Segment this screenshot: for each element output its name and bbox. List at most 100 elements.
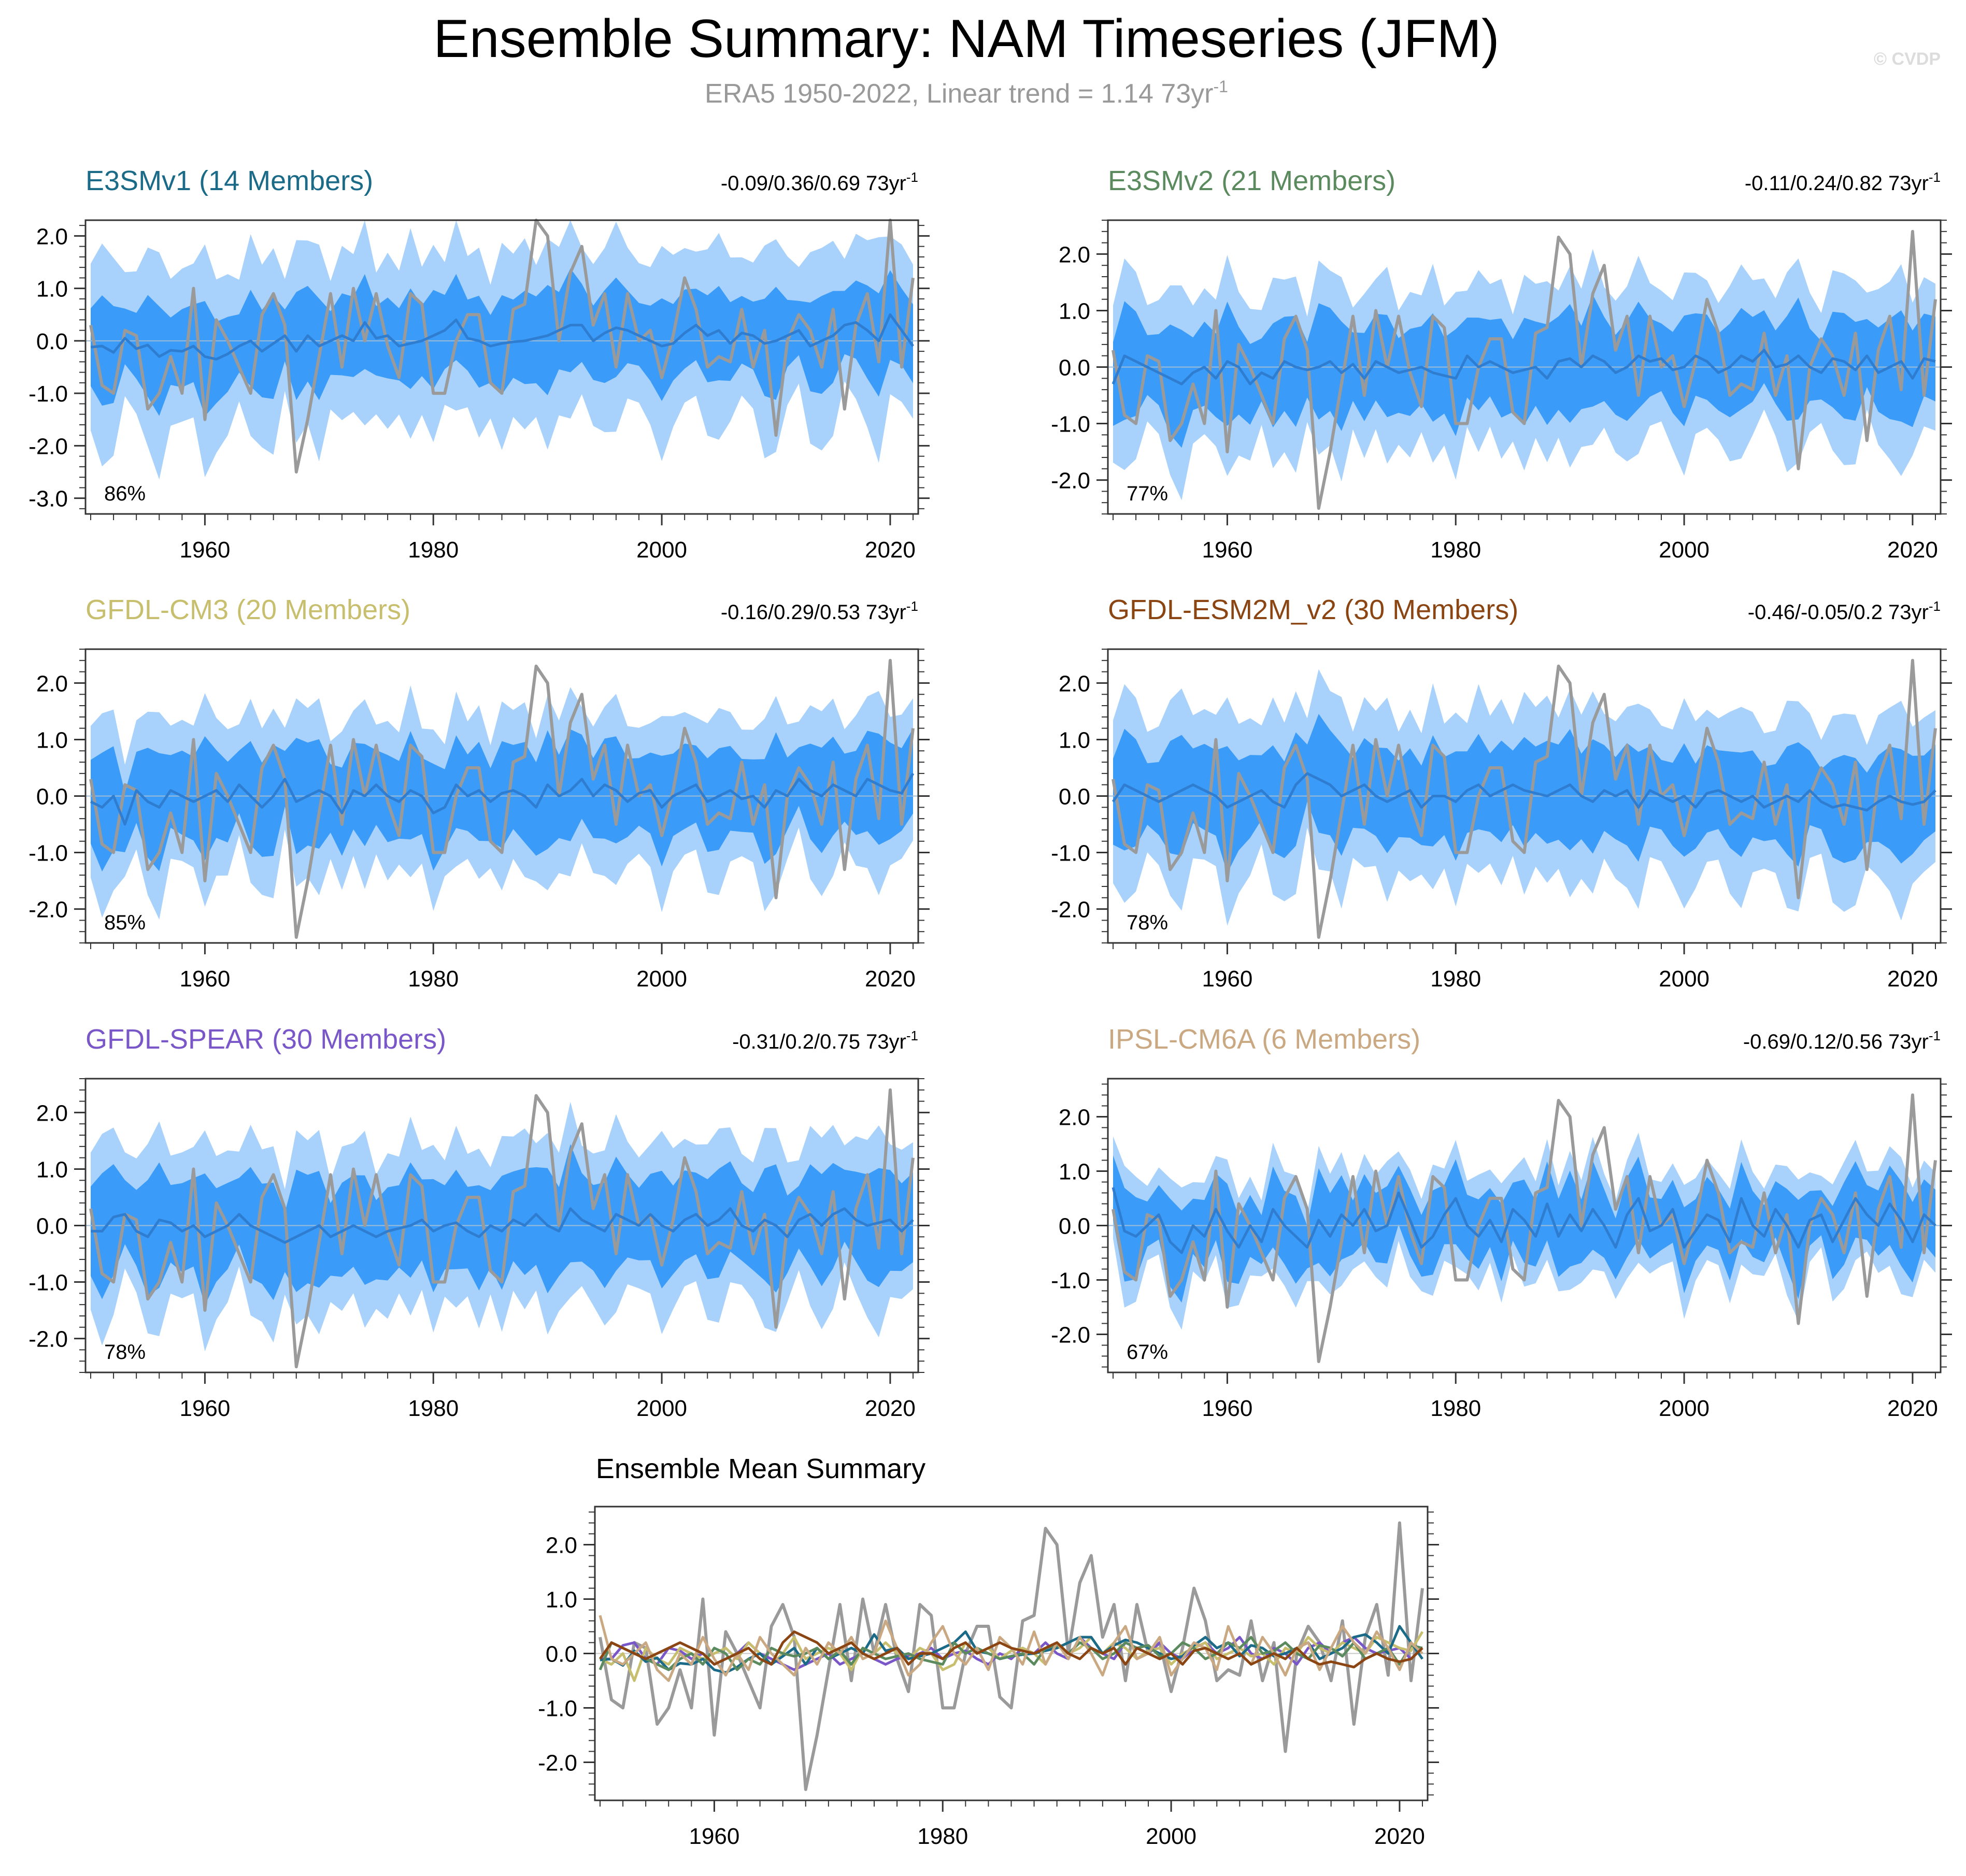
- x-tick-label: 2000: [1146, 1824, 1196, 1849]
- x-tick-label: 1980: [408, 537, 459, 563]
- y-tick-label: 0.0: [1059, 355, 1090, 381]
- y-tick-label: 0.0: [1059, 784, 1090, 810]
- x-tick-label: 1980: [1430, 537, 1481, 563]
- percent-label: 77%: [1127, 482, 1168, 505]
- trend-text: -0.46/-0.05/0.2 73yr: [1748, 601, 1929, 624]
- trend-exponent: -1: [1929, 598, 1941, 614]
- trend-text: -0.16/0.29/0.53 73yr: [721, 601, 906, 624]
- model-mean-line-e3smv2: [599, 1636, 1423, 1671]
- y-tick-label: -1.0: [1051, 1268, 1090, 1294]
- y-tick-label: -1.0: [29, 841, 68, 866]
- y-tick-label: 1.0: [36, 1157, 68, 1182]
- figure-subtitle-exponent: -1: [1214, 77, 1228, 96]
- figure-subtitle-text: ERA5 1950-2022, Linear trend = 1.14 73yr: [705, 79, 1213, 109]
- trend-exponent: -1: [1929, 1028, 1941, 1043]
- ensemble-mean-line: [91, 1207, 914, 1244]
- y-tick-label: -2.0: [538, 1751, 577, 1776]
- y-tick-label: -2.0: [29, 897, 68, 923]
- model-mean-line-gfdl-cm3: [599, 1631, 1424, 1682]
- era5-observed-line: [89, 658, 915, 939]
- y-tick-label: -1.0: [29, 381, 68, 407]
- panel-gfdl-cm3: -2.0 -1.0 0.0 1.0 2.0 1960 1980 2000 2020 GFDL-CM…: [29, 594, 930, 992]
- x-tick-label: 1980: [917, 1824, 968, 1849]
- y-tick-label: 2.0: [1059, 1105, 1090, 1130]
- panel-gfdl-spear: -2.0 -1.0 0.0 1.0 2.0 1960 1980 2000 2020 GFDL-SP…: [29, 1024, 930, 1421]
- trend-text: -0.31/0.2/0.75 73yr: [732, 1030, 906, 1053]
- y-tick-label: -3.0: [29, 486, 68, 512]
- x-tick-label: 1980: [408, 1396, 459, 1421]
- y-tick-label: 2.0: [1059, 242, 1090, 267]
- trend-label: -0.69/0.12/0.56 73yr-1: [1743, 1028, 1941, 1053]
- percent-label: 86%: [104, 482, 146, 505]
- x-tick-label: 2020: [865, 966, 916, 992]
- x-tick-label: 2020: [1887, 966, 1938, 992]
- y-tick-label: 0.0: [36, 329, 68, 354]
- ensemble-mean-line: [90, 313, 915, 361]
- ensemble-mean-line: [90, 772, 915, 826]
- trend-text: -0.09/0.36/0.69 73yr: [721, 172, 906, 195]
- x-tick-label: 1960: [179, 966, 230, 992]
- inner-spread-band: [1113, 294, 1935, 448]
- model-mean-line-gfdl-esm2m_v2: [599, 1630, 1423, 1669]
- y-tick-label: -1.0: [538, 1696, 577, 1722]
- trend-text: -0.11/0.24/0.82 73yr: [1745, 172, 1929, 195]
- x-tick-label: 1960: [179, 537, 230, 563]
- trend-label: -0.46/-0.05/0.2 73yr-1: [1748, 598, 1941, 624]
- trend-label: -0.11/0.24/0.82 73yr-1: [1745, 169, 1941, 195]
- x-tick-label: 1960: [1202, 966, 1252, 992]
- x-tick-label: 1960: [1202, 537, 1252, 563]
- x-tick-label: 1980: [408, 966, 459, 992]
- panel-gfdl-esm2m-v2: -2.0 -1.0 0.0 1.0 2.0 1960 1980 2000 2020 GFDL-ES…: [1051, 594, 1952, 992]
- x-tick-label: 1980: [1430, 966, 1481, 992]
- x-tick-label: 2000: [1659, 1396, 1709, 1421]
- y-tick-label: -2.0: [29, 434, 68, 459]
- watermark: © CVDP: [1874, 49, 1941, 69]
- y-tick-label: 1.0: [1059, 298, 1090, 324]
- y-tick-label: -2.0: [1051, 1323, 1090, 1348]
- y-tick-label: 0.0: [1059, 1214, 1090, 1239]
- percent-label: 78%: [1127, 911, 1168, 934]
- percent-label: 85%: [104, 911, 146, 934]
- x-tick-label: 2020: [865, 1396, 916, 1421]
- ensemble-mean-line: [1112, 772, 1936, 812]
- y-tick-label: 0.0: [36, 784, 68, 810]
- inner-spread-band: [1113, 1155, 1935, 1303]
- era5-observed-line: [89, 219, 915, 474]
- inner-spread-band: [1113, 713, 1935, 873]
- panel-title: Ensemble Mean Summary: [596, 1453, 925, 1484]
- y-tick-label: 1.0: [36, 727, 68, 753]
- x-tick-label: 2020: [1887, 1396, 1938, 1421]
- y-tick-label: 2.0: [1059, 671, 1090, 696]
- x-tick-label: 2000: [1659, 537, 1709, 563]
- percent-label: 67%: [1127, 1341, 1168, 1364]
- y-tick-label: 0.0: [36, 1214, 68, 1239]
- era5-observed-line: [1112, 230, 1937, 510]
- ensemble-mean-line: [1112, 1187, 1936, 1254]
- trend-exponent: -1: [1929, 169, 1941, 185]
- panel-e3smv2: -2.0 -1.0 0.0 1.0 2.0 1960 1980 2000 2020 E3SMv2 …: [1051, 165, 1952, 563]
- trend-exponent: -1: [906, 169, 918, 185]
- x-tick-label: 1960: [179, 1396, 230, 1421]
- y-tick-label: -2.0: [1051, 468, 1090, 494]
- y-tick-label: 1.0: [1059, 727, 1090, 753]
- y-tick-label: 2.0: [36, 1100, 68, 1126]
- x-tick-label: 2000: [636, 1396, 687, 1421]
- y-tick-label: -2.0: [29, 1327, 68, 1352]
- panel-title: GFDL-ESM2M_v2 (30 Members): [1108, 594, 1518, 625]
- trend-label: -0.31/0.2/0.75 73yr-1: [732, 1028, 918, 1053]
- y-tick-label: 2.0: [36, 224, 68, 249]
- y-tick-label: 2.0: [36, 671, 68, 696]
- panel-ipsl-cm6a: -2.0 -1.0 0.0 1.0 2.0 1960 1980 2000 2020 IPSL-CM…: [1051, 1024, 1952, 1421]
- x-tick-label: 1960: [1202, 1396, 1252, 1421]
- trend-label: -0.16/0.29/0.53 73yr-1: [721, 598, 918, 624]
- x-tick-label: 1960: [689, 1824, 739, 1849]
- panel-title: IPSL-CM6A (6 Members): [1108, 1024, 1420, 1055]
- panel-title: GFDL-SPEAR (30 Members): [86, 1024, 446, 1055]
- y-tick-label: 1.0: [36, 277, 68, 302]
- x-tick-label: 2000: [636, 966, 687, 992]
- trend-exponent: -1: [906, 1028, 918, 1043]
- inner-spread-band: [91, 728, 913, 872]
- y-tick-label: 0.0: [546, 1642, 577, 1667]
- ensemble-mean-line: [1112, 349, 1936, 385]
